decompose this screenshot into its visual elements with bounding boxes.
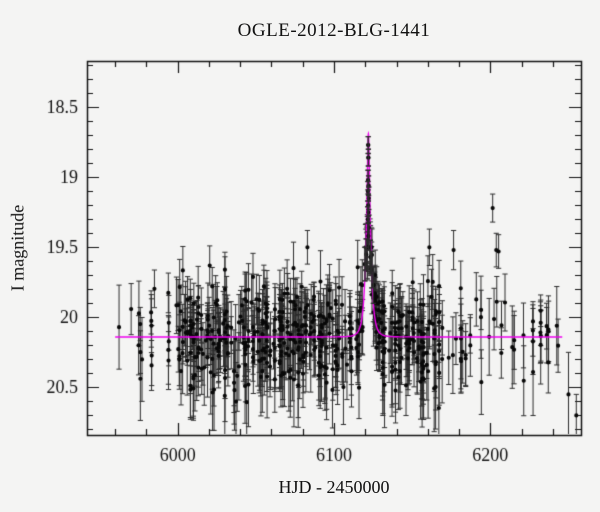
x-axis-label: HJD - 2450000 (278, 477, 390, 497)
y-axis-label: I magnitude (7, 204, 28, 292)
chart-title: OGLE-2012-BLG-1441 (237, 20, 431, 41)
